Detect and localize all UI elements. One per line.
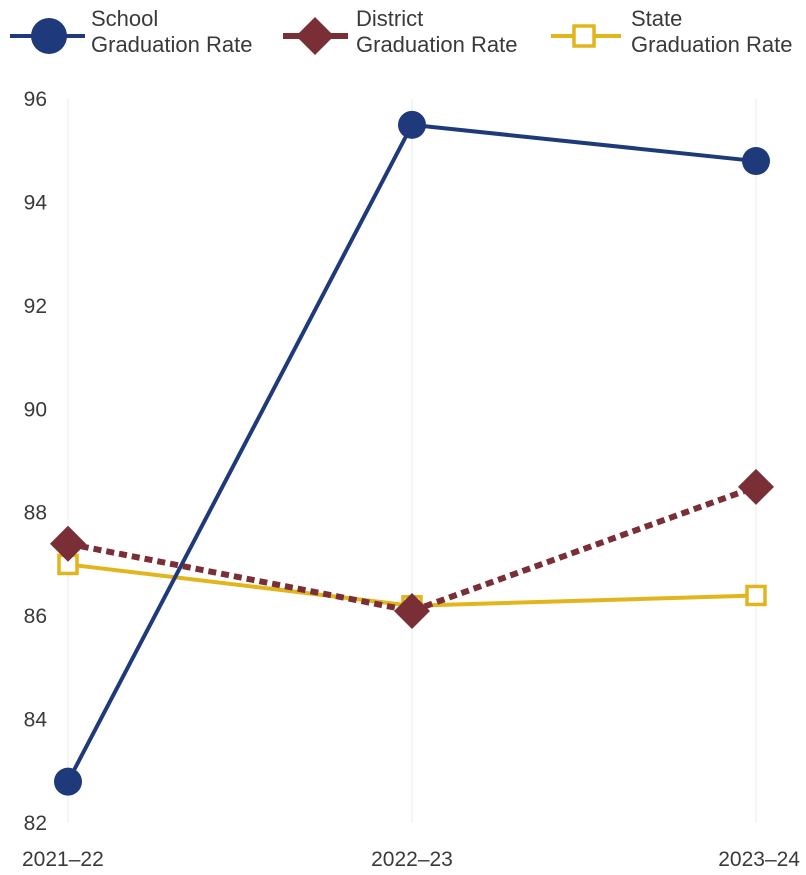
y-tick-label: 86	[24, 605, 47, 628]
y-axis: 82 84 86 88 90 92 94 96	[24, 88, 48, 835]
y-tick-label: 88	[24, 502, 47, 525]
legend-marker-school	[31, 18, 67, 54]
legend-label-state: Graduation Rate	[631, 32, 792, 57]
legend-label-district: District	[356, 6, 423, 31]
data-point-district	[50, 525, 86, 562]
data-point-district	[394, 592, 430, 629]
y-tick-label: 90	[24, 398, 47, 421]
data-point-district	[738, 468, 774, 505]
data-point-school	[742, 147, 770, 176]
legend-label-district: Graduation Rate	[356, 32, 517, 57]
legend-label-school: School	[91, 6, 158, 31]
series-group	[50, 110, 774, 796]
y-tick-label: 92	[24, 295, 47, 318]
legend-label-school: Graduation Rate	[91, 32, 252, 57]
legend-label-state: State	[631, 6, 682, 31]
y-tick-label: 94	[24, 191, 48, 214]
legend-marker-district	[296, 17, 334, 55]
grid	[67, 99, 757, 823]
x-tick-label: 2022–23	[371, 848, 453, 871]
x-tick-label: 2023–24	[718, 848, 800, 871]
y-tick-label: 82	[24, 812, 47, 835]
data-point-state	[745, 584, 767, 607]
x-axis: 2021–22 2022–23 2023–24	[22, 848, 800, 871]
y-tick-label: 84	[24, 709, 48, 732]
data-point-school	[398, 110, 426, 139]
x-tick-label: 2021–22	[22, 848, 104, 871]
y-tick-label: 96	[24, 88, 47, 111]
legend-marker-state	[572, 24, 596, 48]
data-point-school	[54, 767, 82, 796]
